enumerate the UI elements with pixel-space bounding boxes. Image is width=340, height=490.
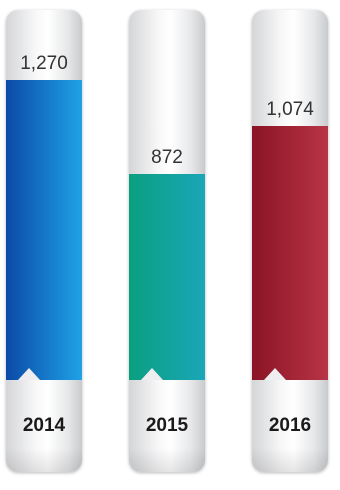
value-label-2015: 872 xyxy=(151,147,183,168)
category-label-2016: 2016 xyxy=(268,415,312,436)
bar-2014: 1,270 2014 xyxy=(6,10,82,472)
bar-2015: 872 2015 xyxy=(129,10,205,472)
bar-fill-2014 xyxy=(6,80,82,380)
bar-notch-2014 xyxy=(18,368,40,380)
tube-bottom-shade xyxy=(252,448,328,472)
value-label-2016: 1,074 xyxy=(266,99,314,120)
bar-fill-2015 xyxy=(129,174,205,380)
tube-bottom-shade xyxy=(6,448,82,472)
category-label-2015: 2015 xyxy=(145,415,189,436)
bar-notch-2016 xyxy=(264,368,286,380)
value-label-2014: 1,270 xyxy=(20,53,68,74)
bar-notch-2015 xyxy=(141,368,163,380)
category-label-2014: 2014 xyxy=(22,415,66,436)
bar-2016: 1,074 2016 xyxy=(252,10,328,472)
bar-fill-2016 xyxy=(252,126,328,380)
tube-bottom-shade xyxy=(129,448,205,472)
